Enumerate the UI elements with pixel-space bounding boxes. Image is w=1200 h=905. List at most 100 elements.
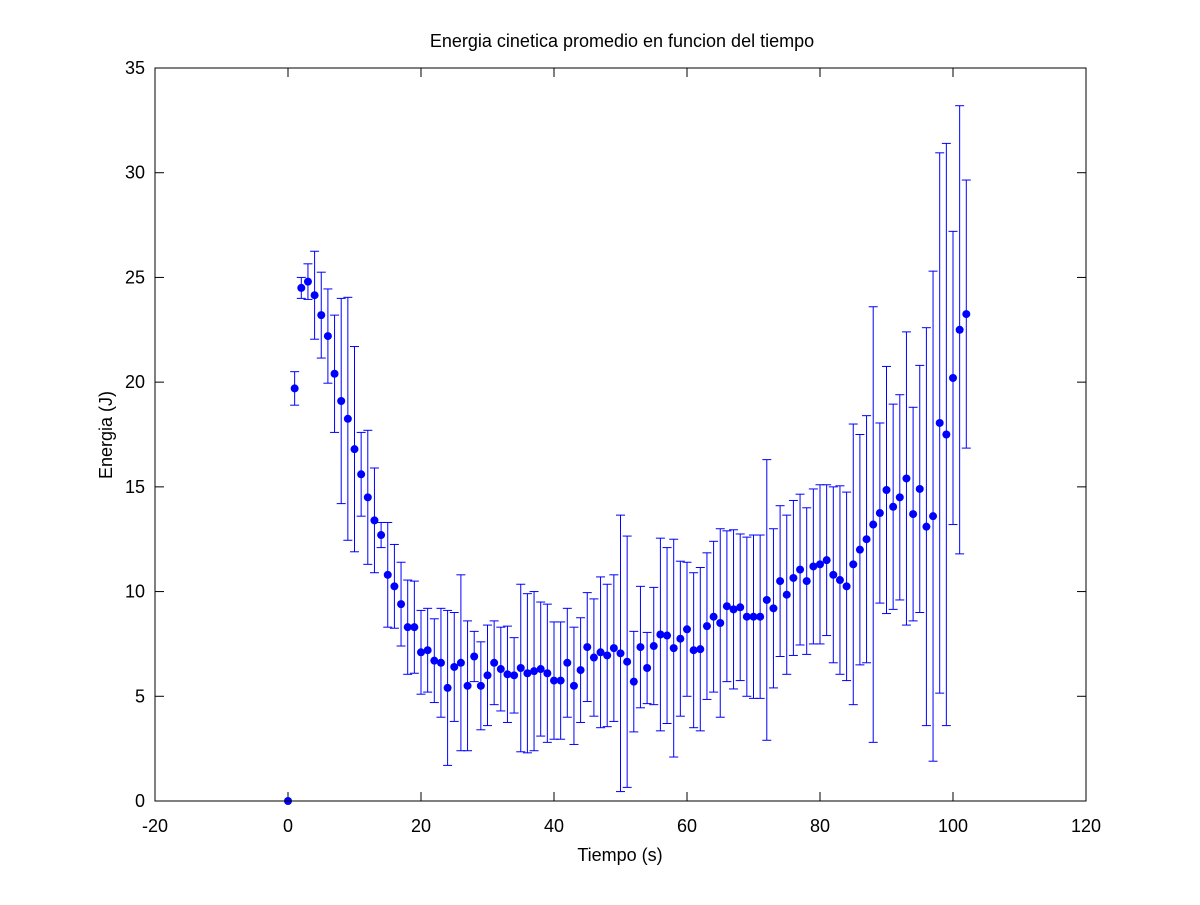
data-point [922, 522, 931, 531]
data-point [669, 644, 678, 653]
x-tick-label: 0 [283, 816, 293, 836]
data-point [736, 603, 745, 612]
data-point [343, 414, 352, 423]
error-bars [290, 105, 971, 793]
data-point [722, 602, 731, 611]
data-point [370, 516, 379, 525]
data-point [915, 484, 924, 493]
data-point [862, 535, 871, 544]
data-point [729, 605, 738, 614]
chart-title: Energia cinetica promedio en funcion del… [430, 31, 814, 51]
data-point [483, 671, 492, 680]
x-tick-label: 120 [1071, 816, 1101, 836]
data-point [789, 573, 798, 582]
x-tick-label: 20 [411, 816, 431, 836]
y-tick-label: 5 [135, 686, 145, 706]
data-point [337, 396, 346, 405]
data-point [443, 683, 452, 692]
data-point [702, 622, 711, 631]
data-point [962, 310, 971, 319]
data-point [776, 577, 785, 586]
data-point [417, 648, 425, 657]
data-point [516, 664, 525, 673]
y-tick-label: 0 [135, 791, 145, 811]
data-point [323, 332, 332, 341]
data-point [410, 623, 419, 632]
y-tick-label: 10 [125, 582, 145, 602]
data-point [875, 509, 884, 518]
data-point [470, 652, 479, 661]
data-point [290, 384, 299, 393]
data-point [882, 485, 891, 494]
data-point [782, 590, 791, 599]
data-point [796, 565, 805, 574]
data-point [390, 582, 399, 591]
data-point [310, 291, 319, 300]
data-point [942, 430, 951, 439]
data-point [816, 560, 824, 569]
data-point [609, 644, 618, 653]
data-point [696, 645, 705, 654]
data-point [649, 642, 658, 651]
data-point [550, 676, 558, 685]
data-point [663, 631, 672, 640]
data-point [822, 556, 831, 565]
data-point [303, 277, 312, 286]
data-point [656, 630, 665, 639]
data-point [596, 648, 605, 657]
data-point [809, 562, 818, 571]
data-point [683, 625, 691, 634]
x-tick-label: 80 [810, 816, 830, 836]
data-point [623, 657, 632, 666]
y-tick-label: 35 [125, 58, 145, 78]
data-point [397, 600, 406, 609]
data-point [756, 612, 765, 621]
data-point [869, 520, 878, 529]
data-point [450, 662, 459, 671]
data-point [496, 665, 505, 674]
data-point [543, 669, 552, 678]
y-tick-label: 30 [125, 163, 145, 183]
x-tick-label: -20 [142, 816, 168, 836]
data-point [762, 595, 771, 604]
data-point [603, 651, 612, 660]
data-point [317, 311, 326, 320]
data-point [569, 681, 578, 690]
data-point [855, 545, 864, 554]
data-point [556, 676, 565, 685]
data-point [802, 577, 811, 586]
data-point [643, 664, 652, 673]
axis-ticks: -20 0 20 40 60 80 100 120 0 5 10 15 20 25 30 35 [125, 58, 1101, 836]
data-point [503, 670, 512, 679]
data-point [742, 612, 751, 621]
data-point [363, 493, 372, 502]
data-point [636, 643, 645, 652]
data-point [383, 570, 392, 579]
data-point [629, 677, 638, 686]
data-point [895, 493, 904, 502]
x-tick-label: 100 [938, 816, 968, 836]
data-point [330, 369, 339, 378]
y-tick-label: 25 [125, 267, 145, 287]
data-point [709, 612, 718, 621]
data-point [716, 618, 725, 627]
data-point [749, 612, 758, 621]
data-point [769, 604, 778, 613]
data-point [589, 653, 598, 662]
data-point [350, 445, 359, 454]
data-point [835, 576, 844, 585]
data-points [284, 277, 971, 805]
data-point [563, 658, 572, 667]
data-point [490, 658, 499, 667]
data-point [536, 665, 545, 674]
data-point [576, 666, 585, 675]
data-point [676, 634, 685, 643]
data-point [583, 643, 592, 652]
data-point [829, 570, 838, 579]
data-point [430, 656, 439, 665]
x-axis-label: Tiempo (s) [577, 845, 662, 865]
plot-frame [154, 67, 1087, 802]
data-point [935, 418, 944, 427]
data-point [403, 623, 412, 632]
